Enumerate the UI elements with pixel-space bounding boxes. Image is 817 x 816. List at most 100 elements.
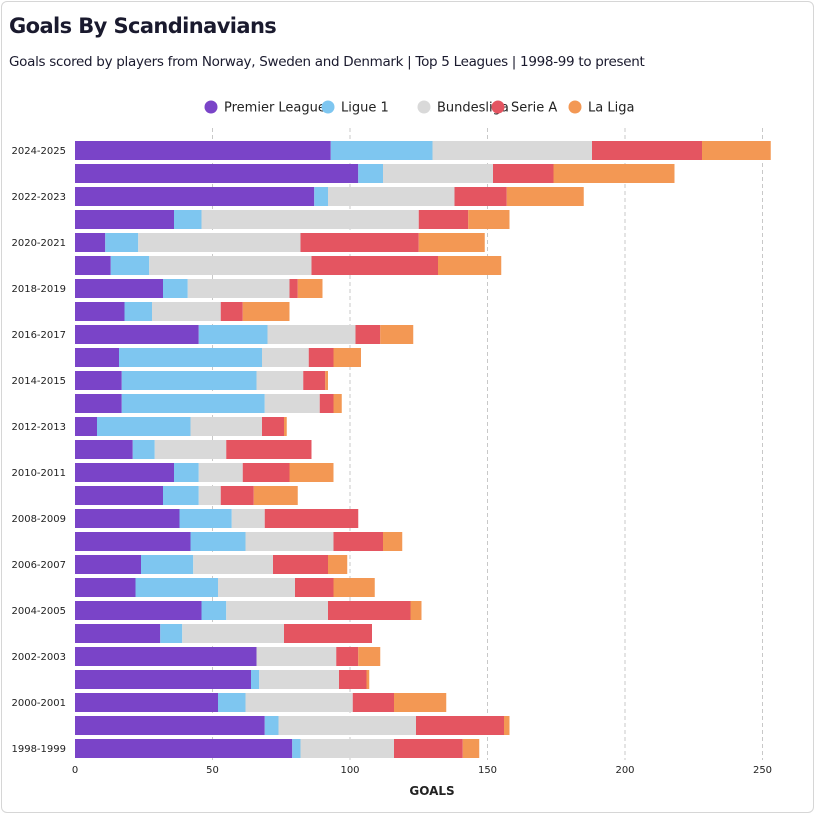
bar-segment-bundesliga-2005-2006[interactable] — [218, 578, 295, 597]
bar-segment-premier-league-2022-2023[interactable] — [75, 187, 315, 206]
bar-segment-ligue-1-2006-2007[interactable] — [141, 555, 194, 574]
bar-segment-premier-league-2016-2017[interactable] — [75, 325, 199, 344]
bar-segment-la-liga-2022-2023[interactable] — [506, 187, 584, 206]
bar-segment-serie-a-2001-2002[interactable] — [339, 670, 367, 689]
bar-segment-la-liga-2019-2020[interactable] — [438, 256, 502, 275]
bar-segment-ligue-1-2012-2013[interactable] — [97, 417, 191, 436]
bar-segment-bundesliga-2017-2018[interactable] — [152, 302, 221, 321]
bar-segment-serie-a-1998-1999[interactable] — [394, 739, 463, 758]
bar-segment-ligue-1-2021-2022[interactable] — [174, 210, 202, 229]
bar-segment-serie-a-2015-2016[interactable] — [308, 348, 334, 367]
bar-segment-bundesliga-2014-2015[interactable] — [256, 371, 304, 390]
bar-segment-serie-a-2013-2014[interactable] — [319, 394, 334, 413]
legend-label-bundesliga[interactable]: Bundesliga — [437, 101, 509, 116]
bar-segment-ligue-1-2003-2004[interactable] — [160, 624, 183, 643]
bar-segment-premier-league-2007-2008[interactable] — [75, 532, 191, 551]
bar-segment-serie-a-2014-2015[interactable] — [303, 371, 326, 390]
bar-segment-premier-league-2014-2015[interactable] — [75, 371, 122, 390]
bar-segment-bundesliga-1999-2000[interactable] — [278, 716, 417, 735]
bar-segment-la-liga-2001-2002[interactable] — [366, 670, 370, 689]
bar-segment-serie-a-2004-2005[interactable] — [328, 601, 411, 620]
bar-segment-bundesliga-2013-2014[interactable] — [264, 394, 320, 413]
legend-label-serie-a[interactable]: Serie A — [511, 101, 557, 116]
bar-segment-bundesliga-2016-2017[interactable] — [267, 325, 356, 344]
bar-segment-premier-league-2010-2011[interactable] — [75, 463, 174, 482]
bar-segment-premier-league-2006-2007[interactable] — [75, 555, 141, 574]
bar-segment-serie-a-2024-2025[interactable] — [592, 141, 702, 160]
legend-label-la-liga[interactable]: La Liga — [588, 101, 634, 116]
bar-segment-premier-league-2020-2021[interactable] — [75, 233, 106, 252]
bar-segment-ligue-1-2017-2018[interactable] — [124, 302, 153, 321]
bar-segment-bundesliga-2000-2001[interactable] — [245, 693, 353, 712]
bar-segment-bundesliga-2024-2025[interactable] — [432, 141, 593, 160]
bar-segment-serie-a-2011-2012[interactable] — [226, 440, 312, 459]
bar-segment-bundesliga-2022-2023[interactable] — [328, 187, 455, 206]
bar-segment-premier-league-2012-2013[interactable] — [75, 417, 97, 436]
bar-segment-la-liga-2007-2008[interactable] — [383, 532, 403, 551]
bar-segment-serie-a-1999-2000[interactable] — [416, 716, 504, 735]
bar-segment-ligue-1-1999-2000[interactable] — [264, 716, 279, 735]
bar-segment-serie-a-2010-2011[interactable] — [242, 463, 290, 482]
legend-label-ligue-1[interactable]: Ligue 1 — [341, 101, 389, 116]
bar-segment-serie-a-2003-2004[interactable] — [284, 624, 372, 643]
bar-segment-ligue-1-2018-2019[interactable] — [163, 279, 188, 298]
bar-segment-ligue-1-2013-2014[interactable] — [121, 394, 265, 413]
bar-segment-serie-a-2000-2001[interactable] — [352, 693, 394, 712]
bar-segment-premier-league-2019-2020[interactable] — [75, 256, 111, 275]
bar-segment-bundesliga-2011-2012[interactable] — [154, 440, 227, 459]
bar-segment-la-liga-2005-2006[interactable] — [333, 578, 375, 597]
bar-segment-la-liga-2009-2010[interactable] — [253, 486, 298, 505]
bar-segment-premier-league-2023-2024[interactable] — [75, 164, 359, 183]
bar-segment-ligue-1-2009-2010[interactable] — [163, 486, 199, 505]
bar-segment-premier-league-1999-2000[interactable] — [75, 716, 265, 735]
bar-segment-bundesliga-2004-2005[interactable] — [226, 601, 328, 620]
bar-segment-serie-a-2022-2023[interactable] — [454, 187, 507, 206]
bar-segment-premier-league-2005-2006[interactable] — [75, 578, 136, 597]
bar-segment-ligue-1-2000-2001[interactable] — [218, 693, 246, 712]
bar-segment-ligue-1-2024-2025[interactable] — [330, 141, 433, 160]
bar-segment-bundesliga-2018-2019[interactable] — [187, 279, 290, 298]
bar-segment-ligue-1-2022-2023[interactable] — [314, 187, 328, 206]
bar-segment-ligue-1-2005-2006[interactable] — [135, 578, 219, 597]
bar-segment-ligue-1-2016-2017[interactable] — [198, 325, 268, 344]
bar-segment-bundesliga-2021-2022[interactable] — [201, 210, 419, 229]
bar-segment-serie-a-2017-2018[interactable] — [220, 302, 243, 321]
bar-segment-premier-league-2024-2025[interactable] — [75, 141, 331, 160]
bar-segment-serie-a-2021-2022[interactable] — [418, 210, 469, 229]
bar-segment-serie-a-2006-2007[interactable] — [273, 555, 328, 574]
bar-segment-serie-a-2008-2009[interactable] — [264, 509, 359, 528]
bar-segment-premier-league-2009-2010[interactable] — [75, 486, 163, 505]
bar-segment-premier-league-2003-2004[interactable] — [75, 624, 161, 643]
bar-segment-bundesliga-2002-2003[interactable] — [256, 647, 337, 666]
bar-segment-bundesliga-2008-2009[interactable] — [231, 509, 265, 528]
bar-segment-serie-a-2016-2017[interactable] — [355, 325, 381, 344]
bar-segment-serie-a-2019-2020[interactable] — [311, 256, 439, 275]
bar-segment-la-liga-2017-2018[interactable] — [242, 302, 290, 321]
bar-segment-ligue-1-2001-2002[interactable] — [251, 670, 260, 689]
bar-segment-premier-league-2017-2018[interactable] — [75, 302, 125, 321]
bar-segment-serie-a-2012-2013[interactable] — [262, 417, 284, 436]
bar-segment-la-liga-2014-2015[interactable] — [325, 371, 328, 390]
bar-segment-la-liga-2010-2011[interactable] — [289, 463, 334, 482]
bar-segment-ligue-1-2015-2016[interactable] — [119, 348, 262, 367]
bar-segment-bundesliga-1998-1999[interactable] — [300, 739, 395, 758]
bar-segment-la-liga-2023-2024[interactable] — [553, 164, 675, 183]
bar-segment-serie-a-2002-2003[interactable] — [336, 647, 359, 666]
bar-segment-la-liga-2024-2025[interactable] — [702, 141, 771, 160]
bar-segment-ligue-1-2011-2012[interactable] — [132, 440, 155, 459]
bar-segment-premier-league-2011-2012[interactable] — [75, 440, 133, 459]
bar-segment-la-liga-2013-2014[interactable] — [333, 394, 342, 413]
bar-segment-ligue-1-2019-2020[interactable] — [110, 256, 150, 275]
bar-segment-bundesliga-2009-2010[interactable] — [198, 486, 221, 505]
bar-segment-la-liga-2020-2021[interactable] — [418, 233, 485, 252]
bar-segment-premier-league-2000-2001[interactable] — [75, 693, 218, 712]
bar-segment-ligue-1-2010-2011[interactable] — [174, 463, 199, 482]
bar-segment-serie-a-2005-2006[interactable] — [295, 578, 334, 597]
bar-segment-la-liga-1998-1999[interactable] — [462, 739, 480, 758]
bar-segment-ligue-1-2007-2008[interactable] — [190, 532, 246, 551]
bar-segment-la-liga-2021-2022[interactable] — [468, 210, 510, 229]
bar-segment-premier-league-2018-2019[interactable] — [75, 279, 163, 298]
bar-segment-premier-league-2015-2016[interactable] — [75, 348, 119, 367]
bar-segment-la-liga-2004-2005[interactable] — [410, 601, 422, 620]
bar-segment-la-liga-2015-2016[interactable] — [333, 348, 362, 367]
